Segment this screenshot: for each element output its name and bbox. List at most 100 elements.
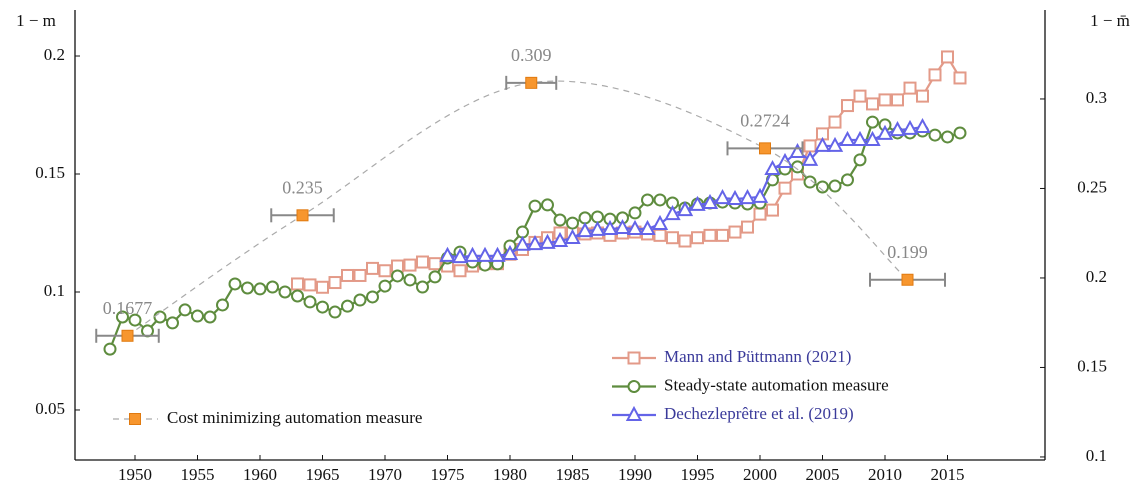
data-point [291,277,304,291]
data-point [653,228,667,242]
x-tick-label: 2000 [743,465,777,484]
y-tick-label: 0.1 [44,281,65,300]
data-point [653,193,667,207]
data-point [353,268,367,282]
data-point [916,89,929,103]
data-point [428,270,442,284]
legend-box [108,404,548,434]
data-point [216,298,229,312]
data-point [639,219,656,235]
y2-tick-label: 0.15 [1077,356,1107,375]
data-point [566,216,579,230]
data-label: 0.309 [511,45,552,65]
data-point [853,89,867,103]
data-point [541,198,554,212]
data-point [839,130,856,147]
data-point [953,71,967,85]
data-point [828,179,842,193]
data-point [676,201,694,217]
data-point [576,222,594,238]
legend-entry: Mann and Püttmann (2021) [664,347,851,366]
data-point [889,121,906,137]
data-point [366,261,379,275]
data-point [378,264,392,278]
marker [627,351,641,365]
data-point [241,281,254,295]
data-point [589,220,606,236]
data-point [876,124,894,140]
x-tick-label: 1975 [431,465,465,484]
data-point [403,273,417,287]
x-tick-label: 1970 [368,465,402,484]
data-point [591,210,604,224]
data-point [626,219,644,235]
data-point [691,231,704,245]
data-point [901,273,914,286]
data-point [803,175,817,189]
data-point [153,310,167,324]
legend: Mann and Püttmann (2021) Steady-state aut… [606,340,1004,430]
data-point [726,189,744,206]
data-point [914,117,931,134]
data-point [428,257,442,271]
data-point [816,180,829,194]
data-point [826,136,844,152]
data-point [841,99,854,113]
x-tick-label: 2005 [806,465,840,484]
data-point [228,277,242,291]
data-point [651,214,669,231]
data-point [416,280,429,294]
y-tick-label: 0.15 [35,163,65,182]
data-point [614,218,631,235]
marker [625,405,643,421]
data-point [564,228,581,244]
data-point [864,130,881,147]
data-point [853,153,867,167]
trend-line [127,80,908,337]
data-point [341,299,354,313]
legend-entry: Steady-state automation measure [664,375,889,394]
marker [627,380,641,393]
data-point [753,207,767,221]
data-point [641,193,654,207]
data-point [416,255,429,269]
data-point [928,128,942,142]
data-point [266,280,279,294]
data-point [901,119,919,135]
data-point [526,234,544,251]
y2-tick-label: 0.3 [1086,88,1107,107]
data-point [514,235,531,251]
y-tick-label: 0.05 [35,399,65,418]
data-point [903,81,917,95]
data-point [739,188,756,205]
data-point [666,231,679,245]
data-point [378,279,392,293]
y2-tick-label: 0.2 [1086,267,1107,286]
data-point [789,142,806,159]
data-point [664,205,681,221]
data-point [728,225,742,239]
data-point [464,246,481,262]
data-point [303,295,317,309]
data-label: 0.1677 [103,298,153,318]
data-point [528,199,542,213]
data-point [353,293,367,307]
data-label: 0.199 [887,242,928,262]
y-tick-label: 0.2 [44,45,65,64]
data-point [141,324,154,338]
data-point [891,93,904,107]
data-point [303,278,317,292]
data-point [801,150,819,166]
data-point [766,203,779,217]
x-tick-label: 1985 [556,465,590,484]
data-point [203,310,217,324]
legend-entry: Dechezleprêtre et al. (2019) [664,404,854,423]
data-point [764,159,781,176]
x-tick-label: 1980 [493,465,527,484]
legend-entry: Cost minimizing automation measure [167,408,422,427]
y2-tick-label: 0.1 [1086,446,1107,465]
data-point [391,269,404,283]
data-point [841,173,854,187]
data-point [803,139,817,153]
